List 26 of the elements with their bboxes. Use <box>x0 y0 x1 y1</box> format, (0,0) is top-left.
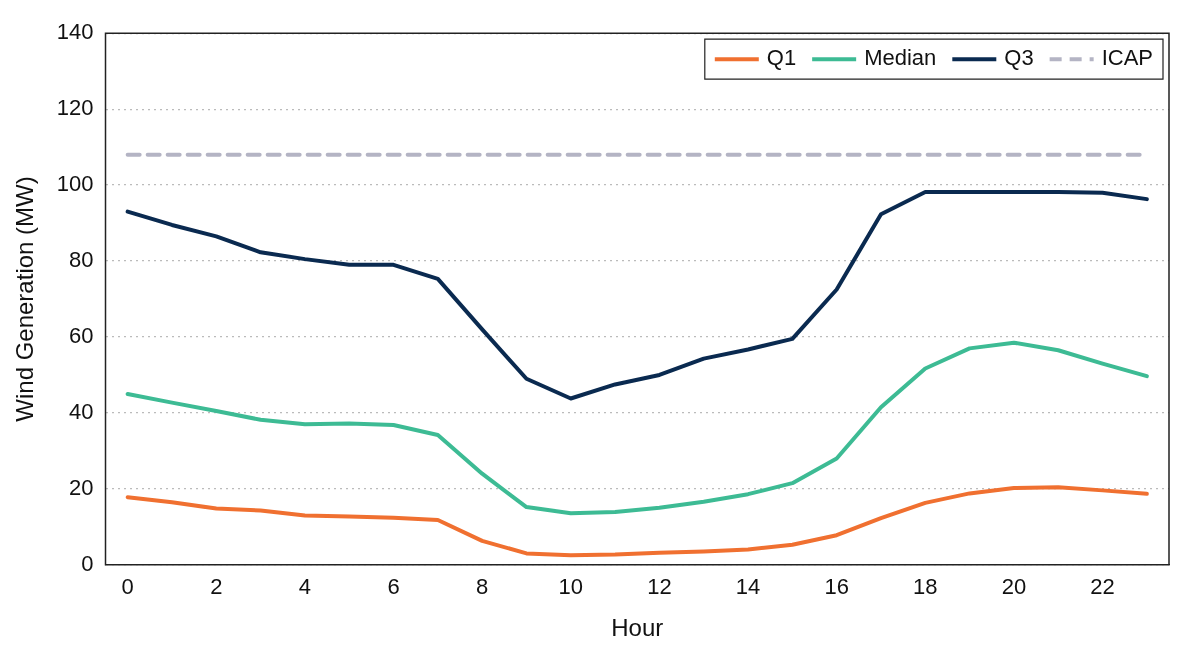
y-tick-label: 60 <box>69 323 94 349</box>
x-tick-label: 18 <box>913 574 938 600</box>
y-tick-label: 40 <box>69 398 94 424</box>
y-axis-title: Wind Generation (MW) <box>11 176 39 422</box>
y-tick-label: 20 <box>69 474 94 500</box>
x-tick-label: 4 <box>298 574 312 600</box>
y-tick-label: 80 <box>69 247 94 273</box>
y-tick-label: 0 <box>81 550 94 576</box>
x-tick-label: 8 <box>476 574 489 600</box>
legend-label: Q3 <box>1004 45 1034 71</box>
legend-label: Q1 <box>766 45 797 71</box>
legend-label: Median <box>864 45 937 71</box>
y-tick-label: 140 <box>56 19 94 45</box>
x-tick-label: 20 <box>1001 574 1027 600</box>
y-tick-label: 100 <box>56 171 94 197</box>
x-tick-label: 2 <box>210 574 223 600</box>
x-axis-title: Hour <box>611 614 664 642</box>
x-tick-label: 14 <box>735 574 761 600</box>
x-tick-label: 12 <box>647 574 672 600</box>
x-tick-label: 6 <box>387 574 400 600</box>
x-tick-label: 16 <box>824 574 849 600</box>
legend-label: ICAP <box>1101 45 1154 71</box>
y-tick-label: 120 <box>56 95 94 121</box>
x-tick-label: 10 <box>558 574 584 600</box>
x-tick-label: 0 <box>121 574 134 600</box>
x-tick-label: 22 <box>1090 574 1115 600</box>
